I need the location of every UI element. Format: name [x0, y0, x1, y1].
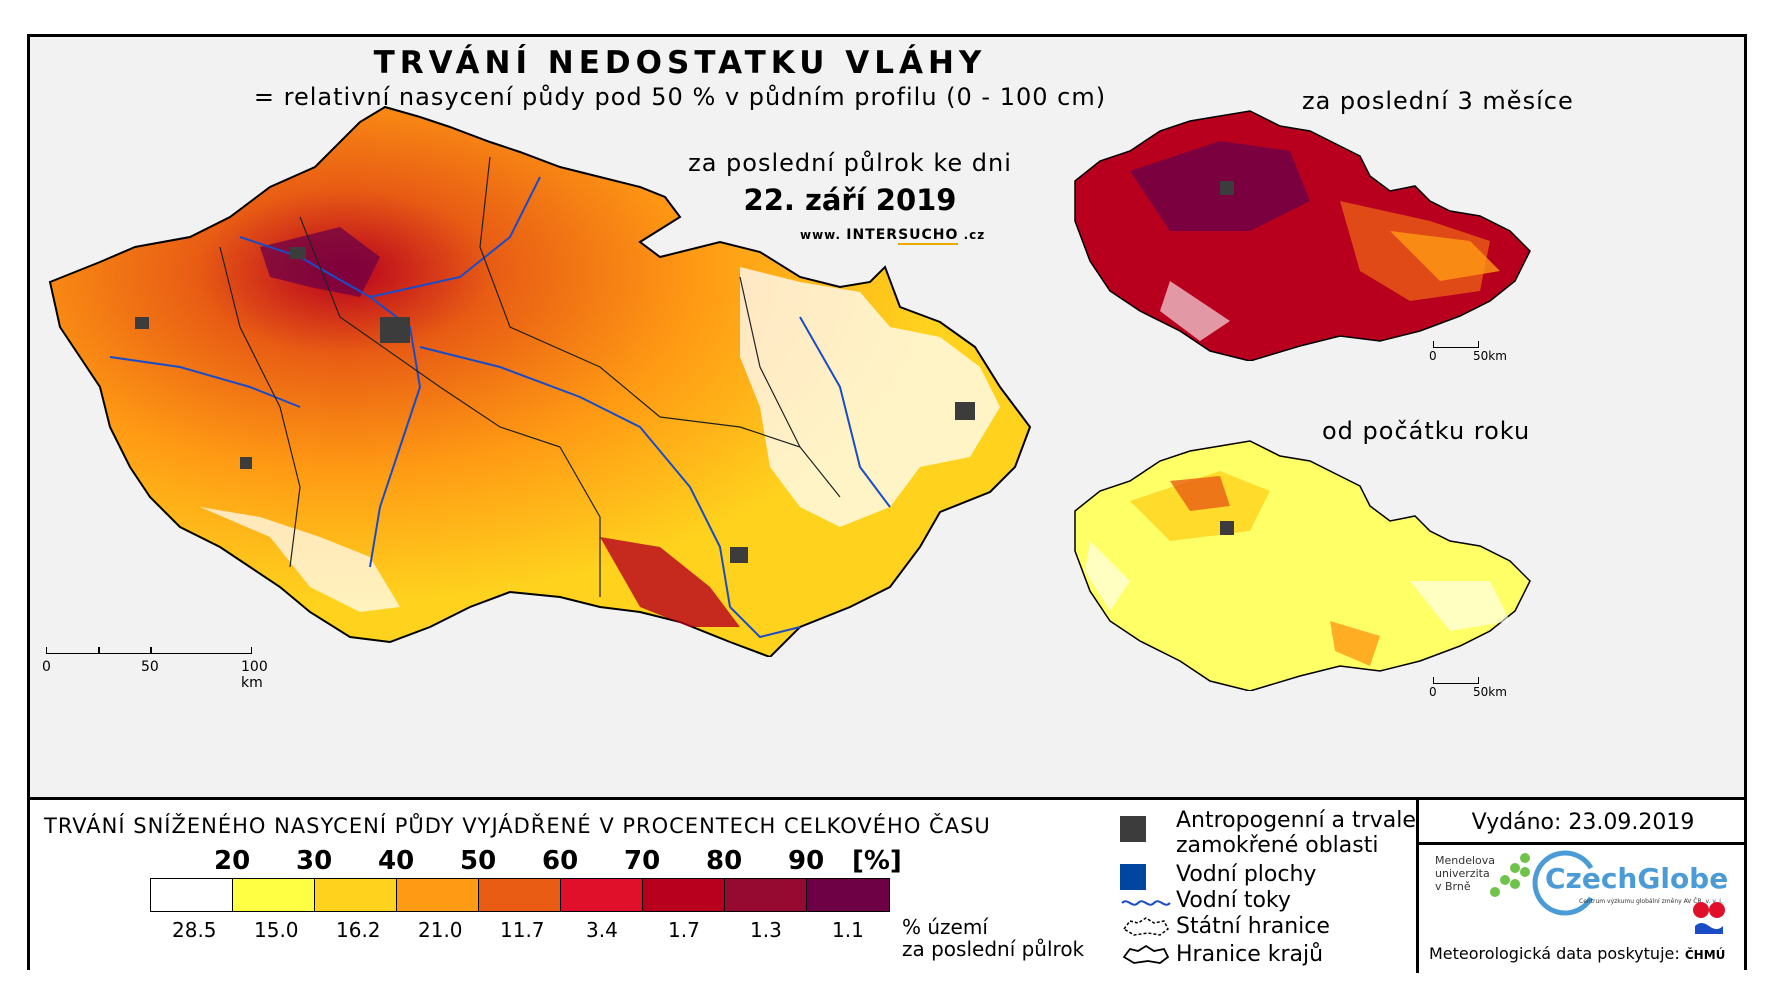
website-brand-b: SUCHO: [898, 227, 959, 245]
unit-line-2: za poslední půlrok: [902, 937, 1085, 961]
chmu-logo-icon: [1693, 902, 1725, 934]
czechglobe-logo: CzechGlobe: [1545, 862, 1729, 895]
inset2-scale-50: 50km: [1473, 685, 1507, 699]
water-body-swatch-icon: [1120, 864, 1146, 890]
scale-label-50: 50: [141, 659, 159, 675]
threshold-90: 90: [788, 846, 825, 876]
issuer-box: Vydáno: 23.09.2019 Mendelova univerzita …: [1416, 800, 1747, 973]
pct-value-1: 15.0: [254, 918, 299, 942]
pct-value-2: 16.2: [336, 918, 381, 942]
inset-year-start-map[interactable]: [1070, 421, 1540, 691]
meteo-credit: Meteorologická data poskytuje: ČHMÚ: [1429, 944, 1725, 963]
pct-value-7: 1.3: [750, 918, 782, 942]
threshold-50: 50: [460, 846, 497, 876]
inset1-scale-0: 0: [1429, 349, 1437, 363]
website-link[interactable]: www. INTERSUCHO .cz: [800, 227, 986, 245]
map-title: TRVÁNÍ NEDOSTATKU VLÁHY: [373, 45, 987, 81]
map-frame: TRVÁNÍ NEDOSTATKU VLÁHY = relativní nasy…: [27, 34, 1747, 973]
meteo-credit-text: Meteorologická data poskytuje:: [1429, 944, 1680, 963]
unit-line-1: % území: [902, 915, 988, 939]
czechglobe-ring-icon: [1532, 850, 1594, 916]
map-area: TRVÁNÍ NEDOSTATKU VLÁHY = relativní nasy…: [30, 37, 1744, 797]
legend-swatch-1: [233, 879, 315, 911]
threshold-60: 60: [542, 846, 579, 876]
rivers-label: Vodní toky: [1176, 888, 1291, 913]
issued-date: Vydáno: 23.09.2019: [1471, 810, 1695, 835]
inset1-scale-50: 50km: [1473, 349, 1507, 363]
legend-title: TRVÁNÍ SNÍŽENÉHO NASYCENÍ PŮDY VYJÁDŘENÉ…: [44, 814, 991, 838]
pct-value-4: 11.7: [500, 918, 545, 942]
threshold-70: 70: [624, 846, 661, 876]
pct-value-6: 1.7: [668, 918, 700, 942]
legend-swatch-7: [725, 879, 807, 911]
pct-value-3: 21.0: [418, 918, 463, 942]
inset-three-months-label: za poslední 3 měsíce: [1302, 87, 1574, 115]
pct-value-5: 3.4: [586, 918, 618, 942]
inset2-scale-0: 0: [1429, 685, 1437, 699]
mendel-line-3: v Brně: [1435, 880, 1471, 893]
legend-swatch-0: [151, 879, 233, 911]
water-bodies-label: Vodní plochy: [1176, 862, 1317, 887]
state-border-icon: [1122, 917, 1169, 936]
website-brand-a: INTER: [846, 227, 899, 243]
threshold-80: 80: [706, 846, 743, 876]
region-border-label: Hranice krajů: [1176, 942, 1324, 967]
mendel-line-1: Mendelova: [1435, 854, 1496, 867]
threshold-unit: [%]: [852, 846, 902, 876]
river-line-icon: [1121, 900, 1171, 906]
anthropogenic-text: Antropogenní a trvale zamokřené oblasti: [1176, 808, 1416, 858]
legend-unit-note: % území za poslední půlrok: [902, 916, 1084, 960]
legend-panel: TRVÁNÍ SNÍŽENÉHO NASYCENÍ PŮDY VYJÁDŘENÉ…: [30, 797, 1747, 973]
chmu-logo-text: ČHMÚ: [1684, 948, 1726, 962]
scale-label-0: 0: [42, 659, 51, 675]
legend-swatch-4: [479, 879, 561, 911]
anthropogenic-label-2: zamokřené oblasti: [1176, 833, 1379, 858]
inset-year-start-label: od počátku roku: [1322, 417, 1531, 445]
issuer-divider: [1419, 842, 1747, 845]
legend-swatch-8: [807, 879, 889, 911]
website-prefix: www.: [800, 228, 842, 242]
main-map[interactable]: [40, 97, 1060, 657]
legend-swatch-6: [643, 879, 725, 911]
mendel-line-2: univerzita: [1435, 867, 1490, 880]
threshold-20: 20: [214, 846, 251, 876]
map-subtitle: = relativní nasycení půdy pod 50 % v půd…: [253, 83, 1107, 111]
anthropogenic-swatch-icon: [1120, 816, 1146, 842]
legend-swatch-3: [397, 879, 479, 911]
period-label: za poslední půlrok ke dni: [688, 149, 1012, 177]
inset-three-months-map[interactable]: [1070, 91, 1540, 361]
state-border-label: Státní hranice: [1176, 914, 1330, 939]
threshold-30: 30: [296, 846, 333, 876]
anthropogenic-label-1: Antropogenní a trvale: [1176, 808, 1416, 833]
legend-swatch-5: [561, 879, 643, 911]
czechglobe-subtitle: Centrum výzkumu globální změny AV ČR, v.…: [1579, 898, 1723, 905]
website-suffix: .cz: [963, 228, 986, 242]
pct-value-0: 28.5: [172, 918, 217, 942]
date-label: 22. září 2019: [743, 183, 957, 217]
mendel-university-logo: Mendelova univerzita v Brně: [1435, 853, 1530, 897]
legend-color-scale: [150, 878, 890, 912]
scale-label-100: 100 km: [241, 659, 268, 691]
region-border-icon: [1122, 944, 1170, 964]
website-brand: INTERSUCHO: [846, 227, 959, 245]
pct-value-8: 1.1: [832, 918, 864, 942]
threshold-40: 40: [378, 846, 415, 876]
legend-swatch-2: [315, 879, 397, 911]
mendel-dots-icon: [1490, 853, 1530, 897]
